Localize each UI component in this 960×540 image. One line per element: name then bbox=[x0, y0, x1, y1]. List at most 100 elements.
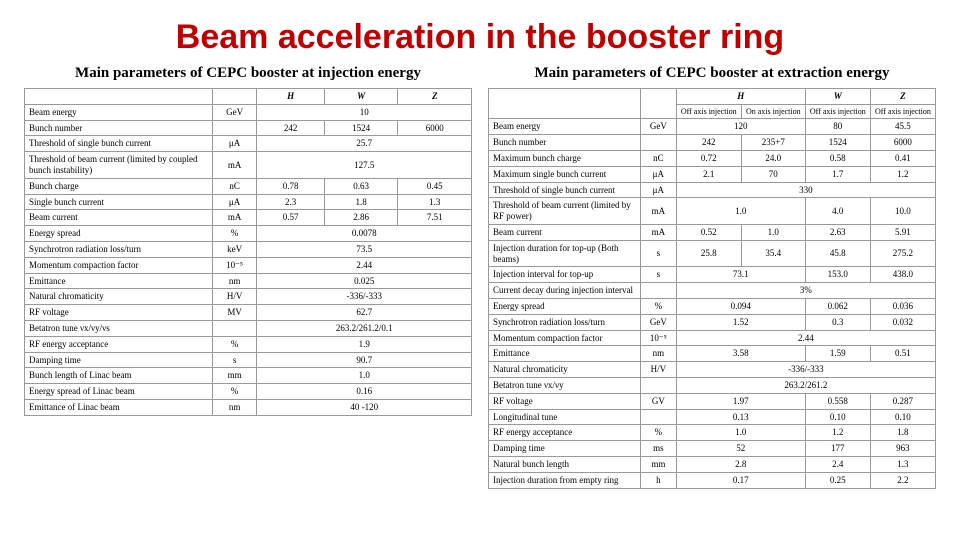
value-cell: 0.58 bbox=[805, 150, 870, 166]
value-cell: 80 bbox=[805, 119, 870, 135]
unit-cell: % bbox=[212, 336, 257, 352]
value-cell: 2.86 bbox=[324, 210, 398, 226]
table-row: Bunch number242235+715246000 bbox=[489, 135, 936, 151]
unit-cell: nm bbox=[212, 399, 257, 415]
unit-cell bbox=[640, 377, 676, 393]
table-row: Emittancenm3.581.590.51 bbox=[489, 346, 936, 362]
table-row: Emittance of Linac beamnm40 -120 bbox=[25, 399, 472, 415]
table-row: Bunch length of Linac beammm1.0 bbox=[25, 368, 472, 384]
left-column: Main parameters of CEPC booster at injec… bbox=[24, 65, 472, 489]
table-row: Single bunch currentμA2.31.81.3 bbox=[25, 194, 472, 210]
unit-cell: 10⁻⁵ bbox=[212, 257, 257, 273]
value-cell: 0.25 bbox=[805, 472, 870, 488]
unit-cell: μA bbox=[212, 136, 257, 152]
columns-wrapper: Main parameters of CEPC booster at injec… bbox=[0, 65, 960, 489]
value-cell: 0.3 bbox=[805, 314, 870, 330]
param-cell: Momentum compaction factor bbox=[489, 330, 641, 346]
value-cell: 438.0 bbox=[870, 267, 935, 283]
value-cell: 0.036 bbox=[870, 298, 935, 314]
value-cell: 1.0 bbox=[676, 425, 805, 441]
value-cell: 1.8 bbox=[324, 194, 398, 210]
param-cell: Natural bunch length bbox=[489, 456, 641, 472]
value-cell: 1524 bbox=[805, 135, 870, 151]
table-row: Momentum compaction factor10⁻⁵2.44 bbox=[25, 257, 472, 273]
right-column: Main parameters of CEPC booster at extra… bbox=[488, 65, 936, 489]
table-row: Energy spread of Linac beam%0.16 bbox=[25, 384, 472, 400]
value-cell: 242 bbox=[257, 120, 324, 136]
value-cell: 2.4 bbox=[805, 456, 870, 472]
value-cell: 2.63 bbox=[805, 224, 870, 240]
table-row: Natural chromaticityH/V-336/-333 bbox=[489, 362, 936, 378]
value-cell: 0.41 bbox=[870, 150, 935, 166]
value-cell: 25.7 bbox=[257, 136, 472, 152]
value-cell: 275.2 bbox=[870, 240, 935, 267]
table-row: Energy spread%0.0940.0620.036 bbox=[489, 298, 936, 314]
value-cell: 0.51 bbox=[870, 346, 935, 362]
value-cell: 0.287 bbox=[870, 393, 935, 409]
unit-cell: GeV bbox=[640, 314, 676, 330]
table-row: Threshold of single bunch currentμA25.7 bbox=[25, 136, 472, 152]
value-cell: 0.032 bbox=[870, 314, 935, 330]
param-cell: Current decay during injection interval bbox=[489, 283, 641, 299]
table-row: Beam currentmA0.521.02.635.91 bbox=[489, 224, 936, 240]
value-cell: 263.2/261.2/0.1 bbox=[257, 320, 472, 336]
table-row: Beam energyGeV10 bbox=[25, 104, 472, 120]
value-cell: 5.91 bbox=[870, 224, 935, 240]
table-row: Injection duration from empty ringh0.170… bbox=[489, 472, 936, 488]
value-cell: 0.025 bbox=[257, 273, 472, 289]
value-cell: 0.45 bbox=[398, 178, 472, 194]
value-cell: 6000 bbox=[398, 120, 472, 136]
table-row: Synchrotron radiation loss/turnkeV73.5 bbox=[25, 241, 472, 257]
value-cell: 235+7 bbox=[741, 135, 805, 151]
unit-cell: GeV bbox=[640, 119, 676, 135]
unit-cell: s bbox=[640, 267, 676, 283]
value-cell: 0.63 bbox=[324, 178, 398, 194]
table-row: RF voltageGV1.970.5580.287 bbox=[489, 393, 936, 409]
table-row: Maximum single bunch currentμA2.1701.71.… bbox=[489, 166, 936, 182]
param-cell: Energy spread bbox=[25, 226, 213, 242]
table-row: Betatron tune νx/νy/νs 263.2/261.2/0.1 bbox=[25, 320, 472, 336]
value-cell: 153.0 bbox=[805, 267, 870, 283]
unit-cell: mA bbox=[212, 210, 257, 226]
value-cell: 90.7 bbox=[257, 352, 472, 368]
right-table-header: W bbox=[805, 89, 870, 105]
param-cell: Single bunch current bbox=[25, 194, 213, 210]
unit-cell: mm bbox=[640, 456, 676, 472]
table-row: Beam energyGeV1208045.5 bbox=[489, 119, 936, 135]
unit-cell: GeV bbox=[212, 104, 257, 120]
value-cell: 73.5 bbox=[257, 241, 472, 257]
value-cell: 127.5 bbox=[257, 152, 472, 179]
param-cell: Emittance of Linac beam bbox=[25, 399, 213, 415]
param-cell: Damping time bbox=[25, 352, 213, 368]
table-row: Damping times90.7 bbox=[25, 352, 472, 368]
param-cell: Betatron tune νx/νy/νs bbox=[25, 320, 213, 336]
param-cell: Injection duration from empty ring bbox=[489, 472, 641, 488]
table-row: Threshold of beam current (limited by co… bbox=[25, 152, 472, 179]
unit-cell: nm bbox=[212, 273, 257, 289]
param-cell: Threshold of beam current (limited by RF… bbox=[489, 198, 641, 225]
param-cell: Synchrotron radiation loss/turn bbox=[25, 241, 213, 257]
value-cell: 0.062 bbox=[805, 298, 870, 314]
right-table-subheader: Off axis injection bbox=[870, 104, 935, 119]
param-cell: Beam current bbox=[489, 224, 641, 240]
right-subtitle: Main parameters of CEPC booster at extra… bbox=[488, 65, 936, 82]
value-cell: -336/-333 bbox=[257, 289, 472, 305]
value-cell: 1.0 bbox=[676, 198, 805, 225]
param-cell: Beam energy bbox=[489, 119, 641, 135]
param-cell: RF energy acceptance bbox=[489, 425, 641, 441]
unit-cell: h bbox=[640, 472, 676, 488]
param-cell: Emittance bbox=[489, 346, 641, 362]
table-row: RF energy acceptance%1.9 bbox=[25, 336, 472, 352]
left-table-header bbox=[25, 89, 213, 105]
value-cell: 0.52 bbox=[676, 224, 741, 240]
value-cell: 0.10 bbox=[805, 409, 870, 425]
unit-cell: % bbox=[640, 298, 676, 314]
value-cell: 1.3 bbox=[398, 194, 472, 210]
unit-cell: mA bbox=[640, 224, 676, 240]
value-cell: 40 -120 bbox=[257, 399, 472, 415]
table-row: Damping timems52177963 bbox=[489, 441, 936, 457]
right-table-header: Z bbox=[870, 89, 935, 105]
unit-cell bbox=[640, 409, 676, 425]
right-table-header: H bbox=[676, 89, 805, 105]
table-row: Longitudinal tune0.130.100.10 bbox=[489, 409, 936, 425]
